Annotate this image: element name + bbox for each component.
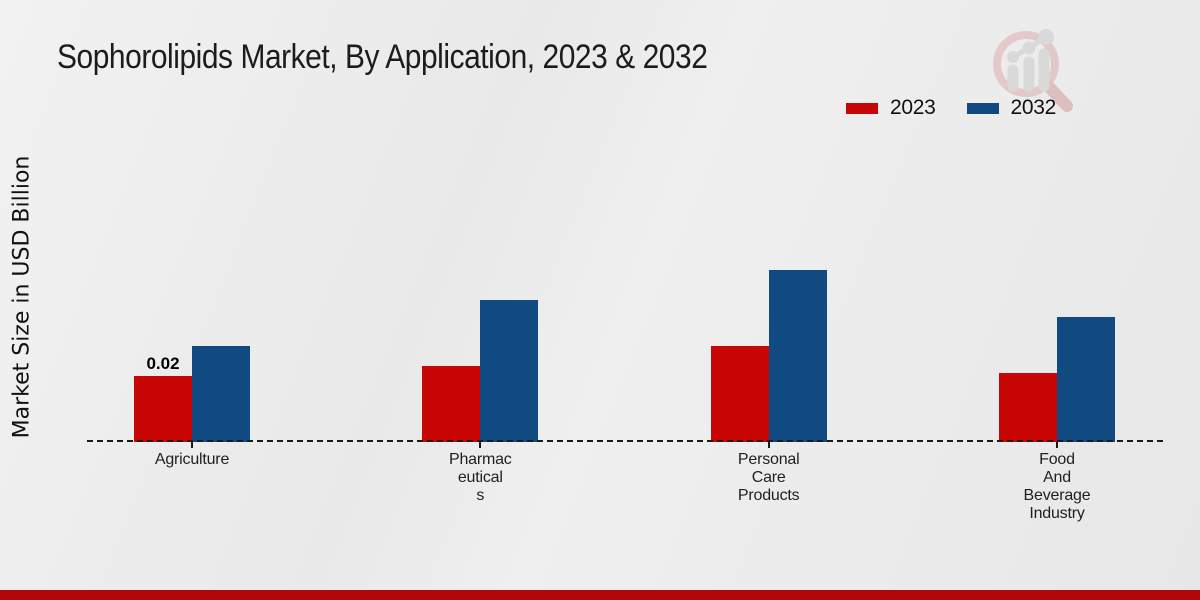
x-axis-label-food-and-beverage-industry: Food And Beverage Industry [1023,451,1091,522]
x-axis-tick [191,442,193,448]
x-axis-label-pharmaceuticals: Pharmac eutical s [448,451,512,504]
x-axis-tick [1056,442,1058,448]
legend-label: 2023 [890,96,936,119]
legend-swatch-2032 [966,102,999,114]
x-axis-label-personal-care-products: Personal Care Products [737,451,800,504]
x-axis-tick [479,442,482,448]
legend: 2023 2032 [846,96,1056,120]
bar-2032-agriculture [192,346,250,442]
x-axis-label-agriculture: Agriculture [154,451,230,468]
bar-2032-food-and-beverage-industry [1057,317,1115,442]
legend-item-2032: 2032 [966,96,1057,120]
bar-2032-personal-care-products [768,270,827,442]
bar-2023-agriculture [134,376,192,442]
bar-data-label: 0.02 [146,354,180,373]
footer-strip [0,590,1200,600]
magnifier-growth-chart-icon [993,29,1073,112]
legend-swatch-2023 [846,102,878,114]
x-axis-baseline [87,440,1163,442]
bar-2023-pharmaceuticals [422,366,481,442]
x-axis-tick [767,442,770,448]
bar-2023-personal-care-products [710,346,769,442]
bar-2032-pharmaceuticals [480,300,539,442]
legend-item-2023: 2023 [846,96,936,120]
bar-2023-food-and-beverage-industry [999,373,1057,442]
chart-title: Sophorolipids Market, By Application, 20… [57,38,708,76]
legend-label: 2032 [1010,96,1057,119]
